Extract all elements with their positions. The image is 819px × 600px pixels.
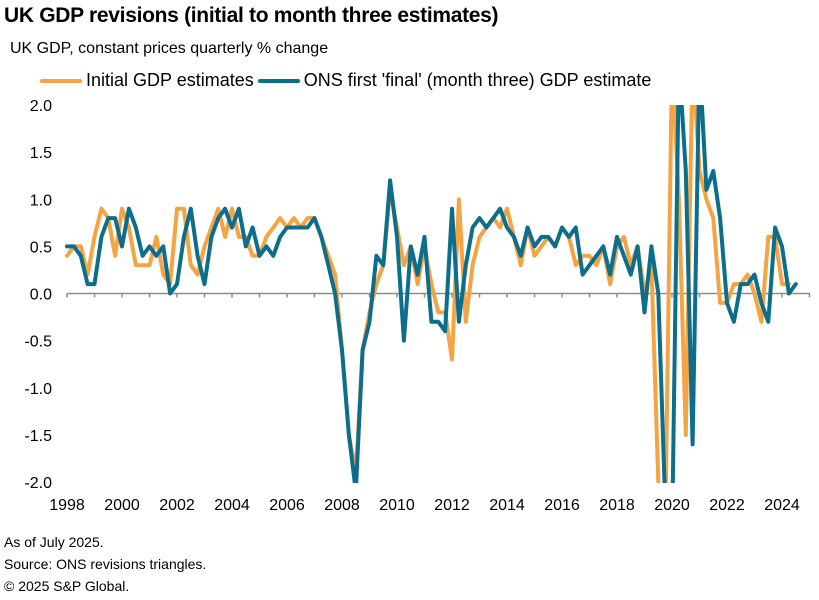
x-tick-label: 2022 [709, 497, 745, 514]
footer-date: As of July 2025. [4, 534, 104, 550]
legend-swatch-final [257, 78, 300, 83]
series-lines [65, 105, 798, 483]
y-tick-label: 0.0 [30, 287, 52, 304]
legend-label-final: ONS first 'final' (month three) GDP esti… [303, 70, 652, 90]
x-tick-label: 2008 [324, 497, 360, 514]
y-tick-label: -1.0 [24, 381, 52, 398]
footer-source: Source: ONS revisions triangles. [4, 556, 207, 572]
x-tick-label: 2024 [764, 497, 800, 514]
x-tick-label: 2012 [434, 497, 470, 514]
y-tick-label: 2.0 [30, 98, 52, 115]
y-tick-label: -1.5 [24, 428, 52, 445]
y-tick-label: 0.5 [30, 239, 52, 256]
x-tick-label: 2000 [104, 497, 140, 514]
y-axis: 2.0 1.5 1.0 0.5 0.0 -0.5 -1.0 -1.5 -2.0 [24, 98, 52, 492]
x-tick-label: 2004 [214, 497, 250, 514]
y-tick-label: 1.5 [30, 145, 52, 162]
legend-label-initial: Initial GDP estimates [86, 70, 254, 90]
x-axis: 1998 2000 2002 2004 2006 2008 2010 2012 2014 2016… [49, 292, 811, 514]
x-tick-label: 2016 [544, 497, 580, 514]
legend-item-initial: Initial GDP estimates [40, 70, 254, 91]
legend: Initial GDP estimates ONS first 'final' … [40, 70, 655, 91]
y-tick-label: -0.5 [24, 334, 52, 351]
legend-swatch-initial [40, 78, 82, 83]
x-tick-label: 2018 [599, 497, 635, 514]
x-tick-label: 2014 [489, 497, 525, 514]
x-tick-label: 2010 [379, 497, 415, 514]
x-tick-label: 2006 [269, 497, 305, 514]
x-tick-label: 1998 [49, 497, 85, 514]
footer-copyright: © 2025 S&P Global. [4, 578, 130, 594]
y-tick-label: 1.0 [30, 192, 52, 209]
y-tick-label: -2.0 [24, 475, 52, 492]
legend-item-final: ONS first 'final' (month three) GDP esti… [257, 70, 652, 91]
series-line-final [65, 105, 798, 483]
chart-title: UK GDP revisions (initial to month three… [4, 4, 499, 27]
x-tick-label: 2020 [654, 497, 690, 514]
chart-subtitle: UK GDP, constant prices quarterly % chan… [10, 40, 329, 57]
x-tick-label: 2002 [159, 497, 195, 514]
